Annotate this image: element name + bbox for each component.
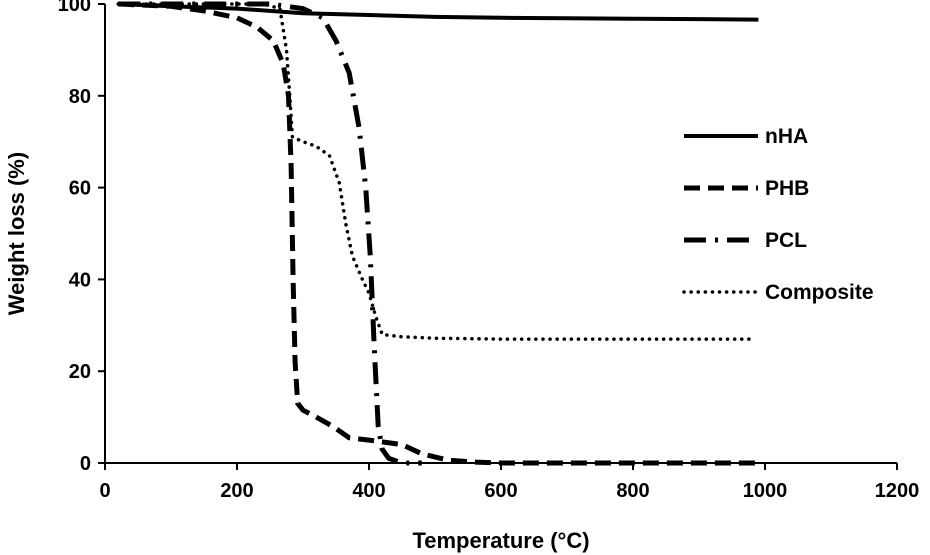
- y-axis-title: Weight loss (%): [4, 152, 29, 315]
- y-tick-label: 60: [69, 178, 91, 200]
- series-line-phb: [118, 1, 759, 466]
- y-tick-label: 80: [69, 86, 91, 108]
- legend-label-pcl: PCL: [765, 229, 807, 252]
- y-tick-label: 40: [69, 269, 91, 291]
- x-tick-label: 200: [220, 480, 253, 502]
- legend-label-phb: PHB: [765, 177, 809, 200]
- x-tick-label: 1200: [875, 480, 920, 502]
- series-line-pcl: [118, 1, 422, 466]
- y-tick-label: 20: [69, 361, 91, 383]
- x-tick-label: 800: [616, 480, 649, 502]
- plot-area: [116, 1, 759, 466]
- x-tick-label: 1000: [743, 480, 788, 502]
- x-tick-label: 600: [484, 480, 517, 502]
- legend-label-nha: nHA: [765, 125, 808, 148]
- legend: nHA PHB PCL Composite: [682, 125, 874, 304]
- series-line-composite: [116, 2, 757, 341]
- legend-label-composite: Composite: [765, 281, 874, 304]
- x-tick-label: 400: [352, 480, 385, 502]
- y-tick-label: 100: [58, 0, 91, 16]
- series-line-nha: [118, 2, 759, 22]
- x-axis: 0 200 400 600 800 1000 1200: [99, 462, 920, 502]
- x-axis-title: Temperature (°C): [412, 528, 589, 553]
- y-tick-label: 0: [80, 453, 91, 475]
- y-axis: 0 20 40 60 80 100: [58, 0, 106, 475]
- x-tick-label: 0: [99, 480, 110, 502]
